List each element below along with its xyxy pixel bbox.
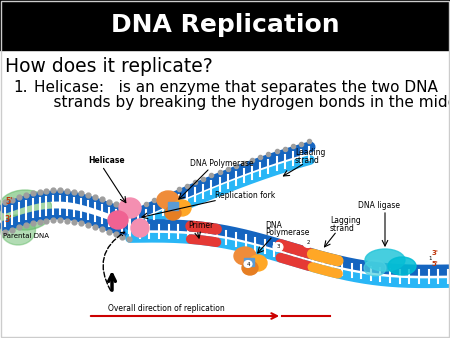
Bar: [168, 202, 178, 210]
Text: 1: 1: [428, 256, 432, 261]
Text: 3': 3': [5, 215, 13, 224]
Text: Helicase: Helicase: [88, 156, 125, 165]
Ellipse shape: [108, 211, 128, 229]
Ellipse shape: [388, 257, 416, 275]
Text: Replication fork: Replication fork: [215, 191, 275, 200]
Ellipse shape: [234, 247, 256, 265]
Ellipse shape: [244, 261, 252, 267]
Text: Leading: Leading: [295, 148, 325, 157]
Ellipse shape: [131, 219, 149, 237]
Text: How does it replicate?: How does it replicate?: [5, 57, 213, 76]
Text: strands by breaking the hydrogen bonds in the middle.: strands by breaking the hydrogen bonds i…: [34, 95, 450, 110]
Text: DNA Replication: DNA Replication: [111, 13, 339, 37]
Text: 2: 2: [306, 241, 310, 245]
Text: DNA Polymerase: DNA Polymerase: [190, 159, 254, 168]
Ellipse shape: [0, 190, 53, 230]
Bar: [0, 50, 450, 338]
Text: 3: 3: [276, 244, 280, 249]
Text: DNA ligase: DNA ligase: [358, 201, 400, 210]
FancyArrowPatch shape: [103, 232, 124, 291]
Text: Helicase:   is an enzyme that separates the two DNA: Helicase: is an enzyme that separates th…: [34, 80, 438, 95]
Text: Polymerase: Polymerase: [265, 228, 310, 237]
Text: Overall direction of replication: Overall direction of replication: [108, 304, 225, 313]
Text: strand: strand: [330, 224, 355, 233]
Text: Parental DNA: Parental DNA: [3, 233, 49, 239]
Ellipse shape: [165, 206, 181, 220]
Ellipse shape: [173, 200, 191, 216]
Ellipse shape: [157, 191, 179, 209]
Text: 5': 5': [5, 197, 13, 206]
Ellipse shape: [273, 242, 283, 251]
Bar: [0, 0, 450, 50]
Ellipse shape: [425, 254, 435, 263]
Text: 1.: 1.: [13, 80, 27, 95]
Ellipse shape: [242, 261, 258, 275]
Text: Lagging: Lagging: [330, 216, 361, 225]
Ellipse shape: [119, 198, 141, 218]
Ellipse shape: [249, 255, 267, 271]
Text: strand: strand: [295, 156, 320, 165]
Text: Primer: Primer: [188, 221, 213, 230]
Text: 4: 4: [246, 262, 250, 266]
Ellipse shape: [365, 249, 405, 271]
Bar: [244, 258, 254, 266]
Ellipse shape: [364, 260, 386, 276]
Text: 5': 5': [432, 261, 439, 267]
Ellipse shape: [303, 239, 313, 247]
Ellipse shape: [0, 215, 36, 245]
Text: DNA: DNA: [265, 221, 282, 230]
Text: 3': 3': [432, 250, 439, 256]
